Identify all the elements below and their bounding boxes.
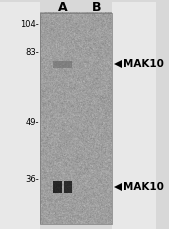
Text: 36-: 36- [25, 174, 39, 184]
Text: B: B [92, 1, 101, 14]
Bar [112, 2, 156, 229]
Bar [40, 14, 112, 224]
Text: 104-: 104- [20, 20, 39, 29]
Bar [0, 2, 40, 229]
Text: 49-: 49- [25, 118, 39, 127]
Text: 83-: 83- [25, 47, 39, 57]
Text: A: A [57, 1, 67, 14]
Text: MAK10: MAK10 [123, 60, 164, 69]
Text: MAK10: MAK10 [123, 182, 164, 192]
